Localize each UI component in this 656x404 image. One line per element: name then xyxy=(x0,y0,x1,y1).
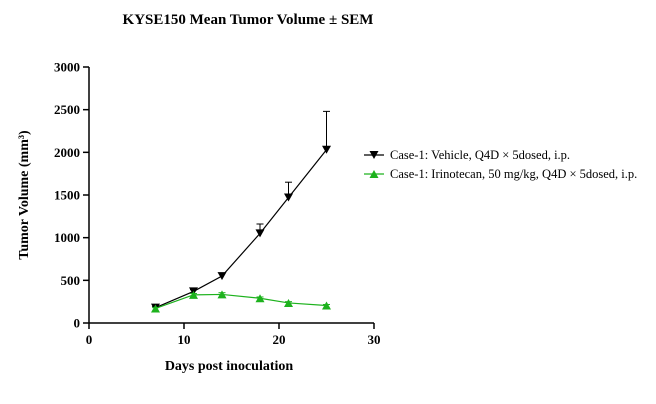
y-tick-label: 500 xyxy=(61,273,81,288)
legend: Case-1: Vehicle, Q4D × 5dosed, i.p. Case… xyxy=(364,148,637,181)
data-point xyxy=(322,145,331,154)
legend-marker-irinotecan xyxy=(369,170,379,178)
y-ticks: 0 500 1000 1500 2000 2500 3000 xyxy=(54,60,89,331)
axes: 0 500 1000 1500 2000 2500 3000 0 10 20 30 xyxy=(54,60,381,348)
x-tick-label: 0 xyxy=(86,332,93,347)
x-tick-label: 20 xyxy=(273,332,286,347)
y-tick-label: 0 xyxy=(74,316,81,331)
series-line xyxy=(155,149,327,309)
series-1 xyxy=(151,290,331,313)
y-tick-label: 1000 xyxy=(54,230,80,245)
legend-label-irinotecan: Case-1: Irinotecan, 50 mg/kg, Q4D × 5dos… xyxy=(390,167,637,181)
series-0 xyxy=(151,110,331,312)
y-tick-label: 1500 xyxy=(54,188,80,203)
legend-marker-vehicle xyxy=(369,151,379,159)
data-point xyxy=(151,304,160,313)
y-tick-label: 2500 xyxy=(54,102,80,117)
chart-title: KYSE150 Mean Tumor Volume ± SEM xyxy=(123,12,374,28)
x-ticks: 0 10 20 30 xyxy=(86,323,381,347)
data-point xyxy=(322,301,331,310)
y-tick-label: 2000 xyxy=(54,145,80,160)
data-point xyxy=(217,272,227,281)
data-point xyxy=(284,298,293,307)
x-tick-label: 10 xyxy=(178,332,191,347)
series-line xyxy=(155,293,327,310)
legend-item-vehicle: Case-1: Vehicle, Q4D × 5dosed, i.p. xyxy=(364,148,570,162)
data-point xyxy=(255,294,265,303)
data-point xyxy=(217,290,227,299)
y-tick-label: 3000 xyxy=(54,60,80,75)
legend-item-irinotecan: Case-1: Irinotecan, 50 mg/kg, Q4D × 5dos… xyxy=(364,167,637,181)
data-point xyxy=(255,229,265,238)
x-tick-label: 30 xyxy=(368,332,381,347)
plot-series xyxy=(151,110,331,313)
y-axis-label: Tumor Volume (mm³) xyxy=(17,130,32,260)
data-point xyxy=(189,290,198,299)
legend-label-vehicle: Case-1: Vehicle, Q4D × 5dosed, i.p. xyxy=(390,148,570,162)
x-axis-label: Days post inoculation xyxy=(165,359,294,374)
data-point xyxy=(284,193,293,202)
